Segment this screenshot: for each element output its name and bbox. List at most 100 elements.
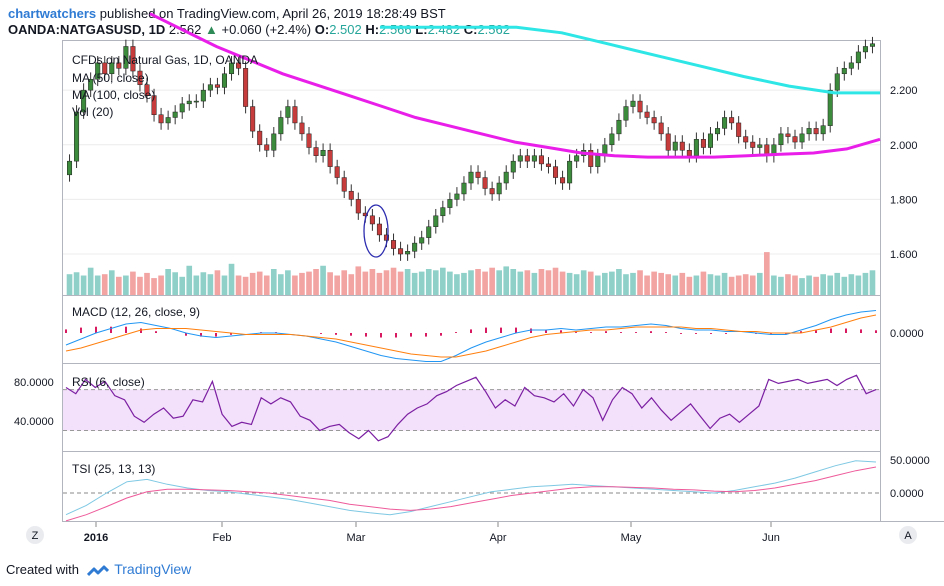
- tsi-tick-50: 50.0000: [890, 455, 930, 467]
- volume-bar: [806, 275, 812, 295]
- time-label-may: May: [621, 532, 642, 544]
- candle: [271, 133, 277, 151]
- volume-bar: [651, 271, 657, 295]
- candle: [841, 68, 847, 75]
- candle: [686, 149, 692, 156]
- candle: [799, 133, 805, 143]
- author-link[interactable]: chartwatchers: [8, 6, 97, 21]
- auto-scale-button[interactable]: A: [899, 526, 917, 544]
- volume-bar: [165, 269, 171, 295]
- low-label: L:: [415, 22, 428, 37]
- volume-bar: [440, 267, 446, 295]
- ma50-legend: MA (50, close): [72, 71, 149, 85]
- candle: [609, 133, 615, 146]
- volume-bar: [510, 269, 517, 295]
- publish-text: published on TradingView.com, April 26, …: [99, 6, 446, 21]
- volume-bar: [73, 272, 80, 295]
- candle: [489, 188, 495, 195]
- volume-bar: [658, 272, 664, 295]
- volume-bar: [116, 276, 122, 295]
- time-axis[interactable]: 2016 Feb Mar Apr May Jun: [84, 522, 780, 544]
- candle: [623, 106, 629, 121]
- volume-bar: [714, 275, 721, 295]
- volume-bar: [94, 275, 101, 295]
- candle: [214, 84, 220, 88]
- time-label-jun: Jun: [762, 532, 780, 544]
- candle: [482, 177, 488, 189]
- volume-bar: [80, 275, 87, 295]
- candle: [454, 193, 460, 200]
- volume-bar: [228, 263, 235, 295]
- publish-info: chartwatchers published on TradingView.c…: [8, 6, 446, 21]
- volume-bar: [679, 272, 686, 295]
- volume-bars: [66, 252, 876, 295]
- candle: [88, 78, 94, 91]
- change-arrow-icon: ▲: [205, 22, 218, 37]
- volume-bar: [855, 275, 862, 295]
- volume-bar: [735, 275, 742, 295]
- candle: [207, 84, 213, 91]
- volume-bar: [573, 274, 580, 295]
- volume-bar: [320, 265, 326, 295]
- candle: [391, 240, 397, 249]
- price-tick-0: 2.200: [890, 85, 918, 97]
- candle: [510, 160, 516, 173]
- candle: [862, 46, 868, 53]
- volume-bar: [108, 270, 115, 295]
- candle: [144, 84, 150, 96]
- volume-bar: [362, 271, 369, 295]
- candle: [588, 149, 594, 167]
- candle: [362, 212, 368, 217]
- volume-bar: [862, 272, 869, 295]
- ma100-legend: MA (100, close): [72, 88, 155, 102]
- time-label-mar: Mar: [347, 532, 366, 544]
- candle: [369, 215, 375, 225]
- candle: [327, 149, 333, 167]
- zoom-button[interactable]: Z: [26, 526, 44, 544]
- price-change: +0.060 (+2.4%): [221, 22, 312, 37]
- volume-bar: [144, 272, 150, 295]
- candle: [186, 100, 192, 105]
- candle: [496, 182, 502, 195]
- volume-bar: [404, 269, 411, 295]
- tsi-signal-line: [65, 466, 877, 522]
- candle: [398, 248, 404, 255]
- volume-bar: [369, 269, 376, 295]
- candle: [595, 155, 601, 167]
- volume-bar: [348, 274, 355, 295]
- candle: [560, 177, 566, 184]
- volume-bar: [559, 271, 566, 295]
- volume-bar: [123, 275, 129, 295]
- volume-bar: [482, 271, 488, 295]
- candlesticks: [67, 36, 875, 261]
- candle: [412, 242, 418, 252]
- candle: [503, 171, 509, 184]
- price-axis[interactable]: 2.200 2.000 1.800 1.600: [890, 85, 918, 261]
- candle: [74, 111, 80, 162]
- candle: [292, 106, 298, 124]
- volume-bar: [756, 272, 763, 295]
- candle: [736, 122, 742, 137]
- volume-bar: [355, 266, 362, 295]
- candle: [257, 130, 263, 146]
- candle: [757, 144, 763, 148]
- volume-bar: [278, 274, 284, 295]
- volume-bar: [637, 270, 643, 295]
- volume-bar: [602, 272, 608, 295]
- volume-bar: [785, 274, 791, 295]
- candle: [715, 128, 721, 135]
- volume-bar: [461, 272, 467, 295]
- volume-bar: [214, 270, 221, 295]
- volume-bar: [475, 269, 481, 295]
- tradingview-brand-link[interactable]: TradingView: [114, 561, 192, 577]
- candle: [137, 70, 143, 85]
- rsi-pane-title: RSI (6, close): [72, 375, 145, 389]
- volume-bar: [390, 267, 397, 295]
- volume-bar: [263, 275, 270, 295]
- candle: [722, 117, 728, 129]
- candle: [574, 155, 580, 162]
- candle: [743, 136, 749, 143]
- macd-signal-line: [65, 314, 877, 358]
- volume-bar: [834, 272, 841, 295]
